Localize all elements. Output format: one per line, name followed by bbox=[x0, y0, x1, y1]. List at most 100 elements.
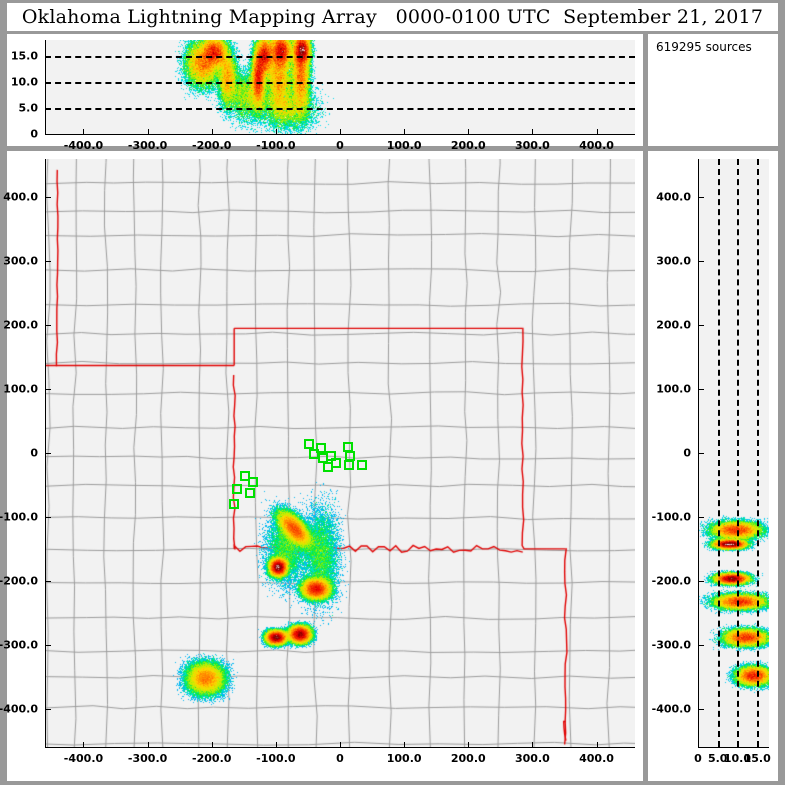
station-marker bbox=[343, 459, 354, 470]
y-axis-tick-label: 0 bbox=[30, 127, 38, 141]
x-axis-tick bbox=[211, 129, 213, 135]
plan-view-map-plot bbox=[45, 159, 635, 747]
y-axis-tick-label: -200.0 bbox=[0, 574, 38, 588]
y-axis-tick-label: 300.0 bbox=[656, 254, 691, 268]
station-marker bbox=[245, 487, 256, 498]
station-marker bbox=[315, 442, 326, 453]
y-axis-tick bbox=[45, 708, 51, 710]
x-axis-tick bbox=[340, 742, 341, 748]
altitude-vs-east-west-panel: -400.0 -300.0 -200.0 -100.0 0 100.0 200.0 300.0… bbox=[7, 34, 643, 152]
x-axis-tick-label: -100.0 bbox=[256, 752, 296, 765]
y-axis-tick bbox=[45, 389, 51, 391]
y-axis-tick bbox=[45, 134, 51, 135]
x-axis-tick bbox=[468, 129, 470, 135]
title-bar: Oklahoma Lightning Mapping Array 0000-01… bbox=[7, 3, 778, 31]
station-marker bbox=[331, 458, 342, 469]
x-axis-tick-label: 100.0 bbox=[386, 752, 422, 765]
x-axis-tick-label: 200.0 bbox=[450, 752, 486, 765]
x-axis-tick-label: 10.0 bbox=[723, 752, 752, 765]
y-axis-tick-label: 0 bbox=[683, 446, 691, 460]
y-axis-tick bbox=[45, 453, 51, 454]
x-axis-tick bbox=[596, 742, 598, 748]
y-axis-tick bbox=[698, 197, 704, 199]
station-marker bbox=[240, 471, 251, 481]
x-axis-tick bbox=[147, 129, 149, 135]
y-axis-tick bbox=[698, 516, 704, 518]
y-axis-tick bbox=[698, 389, 704, 391]
plan-view-map-panel: -400.0 -300.0 -200.0 -100.0 0 100.0 200.0 300.0… bbox=[0, 151, 643, 781]
y-axis-tick-label: 400.0 bbox=[3, 190, 38, 204]
x-axis-tick-label: 15.0 bbox=[743, 752, 771, 765]
x-axis-tick-label: 400.0 bbox=[579, 752, 614, 765]
station-marker bbox=[247, 477, 258, 488]
y-axis-tick bbox=[698, 261, 704, 263]
y-axis-tick-label: -100.0 bbox=[0, 510, 38, 524]
y-axis-tick-label: -200.0 bbox=[651, 574, 691, 588]
y-axis-tick-label: 300.0 bbox=[3, 254, 38, 268]
y-axis-tick bbox=[698, 644, 704, 646]
x-axis-tick bbox=[698, 742, 699, 748]
x-axis-tick bbox=[83, 129, 85, 135]
y-axis-tick-label: -400.0 bbox=[0, 702, 38, 716]
x-axis-tick-label: -200.0 bbox=[192, 752, 232, 765]
x-axis-tick bbox=[532, 742, 534, 748]
x-axis-tick bbox=[404, 742, 406, 748]
x-axis-tick-label: 0 bbox=[694, 752, 702, 765]
y-axis-tick-label: 100.0 bbox=[656, 382, 691, 396]
x-axis-tick bbox=[596, 129, 598, 135]
grid-line bbox=[45, 81, 635, 84]
grid-line bbox=[757, 159, 760, 747]
x-axis-tick bbox=[532, 129, 534, 135]
x-axis-tick-label: -400.0 bbox=[63, 139, 104, 152]
x-axis-tick-label: 0 bbox=[336, 139, 344, 152]
x-axis-tick bbox=[83, 742, 85, 748]
station-marker bbox=[228, 499, 239, 510]
x-axis-tick-label: -400.0 bbox=[63, 752, 104, 765]
station-marker bbox=[304, 439, 315, 450]
x-axis-tick-label: 0 bbox=[336, 752, 344, 765]
plan-view-density-canvas bbox=[45, 159, 635, 747]
x-axis-tick bbox=[275, 129, 277, 135]
y-axis-tick-label: -100.0 bbox=[651, 510, 691, 524]
station-marker bbox=[326, 450, 337, 461]
y-axis-tick bbox=[45, 261, 51, 263]
x-axis-tick-label: 200.0 bbox=[450, 139, 486, 152]
grid-line bbox=[45, 107, 635, 110]
altitude-vs-east-west-density-canvas bbox=[45, 40, 635, 134]
y-axis-line bbox=[45, 40, 46, 134]
altitude-vs-east-west-plot bbox=[45, 40, 635, 134]
altitude-vs-north-south-panel: 0 5.0 10.0 15.0 -400.0 -300.0 -200.0 -100.0 0 100… bbox=[648, 151, 778, 781]
source-count-label: 619295 sources bbox=[656, 40, 752, 54]
page-title: Oklahoma Lightning Mapping Array 0000-01… bbox=[21, 6, 764, 28]
x-axis-tick-label: 100.0 bbox=[386, 139, 422, 152]
grid-line bbox=[737, 159, 740, 747]
y-axis-tick-label: 400.0 bbox=[656, 190, 691, 204]
y-axis-tick-label: 200.0 bbox=[656, 318, 691, 332]
y-axis-tick bbox=[698, 580, 704, 582]
y-axis-tick bbox=[45, 197, 51, 199]
y-axis-tick-label: 200.0 bbox=[3, 318, 38, 332]
y-axis-tick-label: 100.0 bbox=[3, 382, 38, 396]
y-axis-tick-label: 5.0 bbox=[18, 101, 39, 115]
y-axis-tick-label: -400.0 bbox=[651, 702, 691, 716]
y-axis-tick bbox=[45, 516, 51, 518]
x-axis-tick-label: -300.0 bbox=[127, 139, 168, 152]
x-axis-tick-label: -300.0 bbox=[127, 752, 168, 765]
y-axis-tick-label: -300.0 bbox=[0, 638, 38, 652]
x-axis-line bbox=[698, 747, 769, 748]
y-axis-tick bbox=[698, 325, 704, 327]
x-axis-tick bbox=[211, 742, 213, 748]
x-axis-tick bbox=[404, 129, 406, 135]
x-axis-tick-label: -100.0 bbox=[256, 139, 296, 152]
y-axis-tick bbox=[698, 453, 704, 454]
x-axis-tick-label: 5.0 bbox=[707, 752, 728, 765]
station-marker bbox=[356, 459, 367, 470]
y-axis-tick-label: 15.0 bbox=[10, 49, 38, 63]
x-axis-tick bbox=[275, 742, 277, 748]
x-axis-tick bbox=[340, 129, 341, 135]
y-axis-tick bbox=[45, 644, 51, 646]
y-axis-tick bbox=[45, 325, 51, 327]
y-axis-tick-label: -300.0 bbox=[651, 638, 691, 652]
x-axis-tick-label: 400.0 bbox=[579, 139, 614, 152]
